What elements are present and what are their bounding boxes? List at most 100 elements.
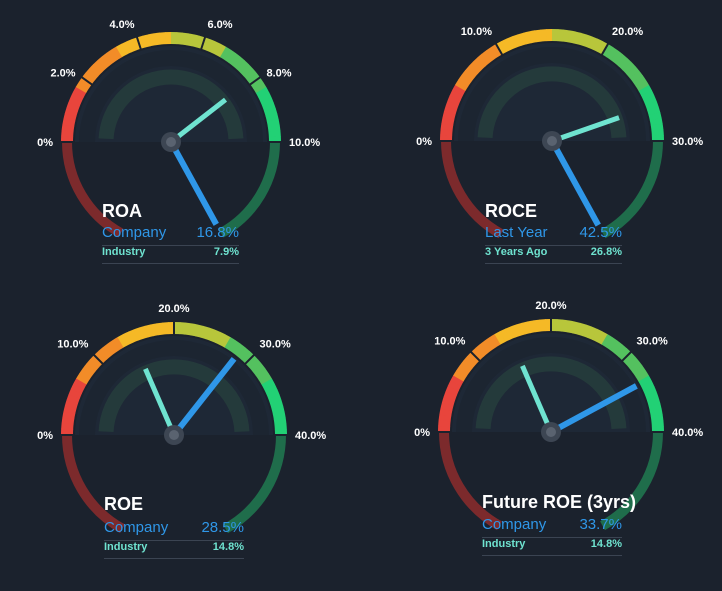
tick-label: 10.0% (289, 137, 320, 149)
arc-segment (561, 319, 570, 333)
arc-segment (533, 319, 541, 333)
arc-segment (510, 324, 521, 338)
high-overflow-arc (218, 141, 280, 238)
arc-segment (610, 340, 623, 354)
arc-segment (86, 359, 100, 372)
arc-segment (64, 107, 78, 117)
tick-mark (200, 36, 207, 51)
low-overflow-arc (439, 431, 502, 531)
series-value: 7.9% (213, 246, 239, 258)
arc-segment (184, 322, 193, 336)
tick-label: 0% (37, 430, 53, 442)
tick-mark (248, 75, 262, 86)
tick-label: 20.0% (158, 303, 189, 315)
arc-segment (635, 80, 650, 92)
arc-segment (126, 39, 137, 53)
arc-segment (641, 90, 655, 101)
arc-segment (648, 402, 662, 412)
arc-segment (648, 112, 662, 121)
tick-label: 10.0% (461, 26, 492, 38)
arc-segment (443, 105, 458, 116)
arc-segment (243, 68, 257, 81)
arc-segment (475, 343, 488, 357)
arc-segment (76, 373, 90, 385)
arc-segment (111, 46, 123, 60)
arc-segment (647, 397, 661, 407)
arc-segment (592, 38, 604, 53)
arc-segment (567, 30, 576, 44)
arc-segment (153, 32, 162, 46)
arc-segment (236, 60, 250, 74)
gauge-title: ROA (102, 201, 142, 221)
secondary-value-row: Industry 14.8% (482, 538, 622, 556)
arc-segment (72, 86, 87, 98)
tick-label: 2.0% (50, 68, 75, 80)
arc-segment (144, 324, 154, 338)
arc-segment (587, 326, 598, 340)
secondary-needle (143, 367, 177, 436)
arc-segment (650, 123, 664, 131)
series-label: Company (482, 516, 547, 533)
arc-segment (258, 373, 273, 385)
series-label: Company (104, 519, 169, 536)
arc-segment (268, 394, 282, 405)
needle-hub-inner (166, 137, 176, 147)
arc-segment (270, 400, 284, 410)
arc-segment (79, 368, 93, 381)
arc-segment (63, 405, 77, 415)
arc-segment (252, 363, 266, 376)
tick-label: 8.0% (266, 68, 291, 80)
roe-gauge: 0% 10.0% 20.0% 30.0% 40.0% (37, 303, 326, 534)
arc-segment (82, 363, 96, 376)
arc-segment (210, 41, 222, 55)
primary-value-row: Company 28.5% (104, 519, 244, 541)
arc-segment (626, 356, 640, 369)
arc-segment (459, 360, 473, 373)
arc-segment (68, 96, 82, 107)
arc-segment (266, 119, 280, 128)
inner-track-teal (98, 359, 250, 433)
arc-segment (445, 100, 459, 111)
arc-segment (439, 408, 453, 417)
tick-mark (621, 350, 633, 362)
needle-hub-inner (169, 430, 179, 440)
arc-segment (587, 36, 598, 50)
arc-segment (62, 411, 76, 420)
series-label: Industry (104, 541, 148, 553)
low-overflow-arc (441, 140, 504, 239)
arc-segment (489, 333, 501, 348)
future-roe-gauge: 0% 10.0% 20.0% 30.0% 40.0% (414, 300, 703, 531)
arc-segment (107, 339, 120, 354)
arc-segment (440, 402, 454, 412)
arc-segment (262, 102, 276, 113)
primary-value-row: Company 16.8% (102, 224, 239, 246)
arc-segment (455, 79, 469, 92)
primary-needle (171, 356, 237, 437)
secondary-value-row: Industry 7.9% (102, 246, 239, 264)
arc-segment (458, 74, 472, 87)
arc-segment (614, 53, 628, 67)
inner-track-teal (98, 69, 244, 140)
arc-segment (592, 328, 603, 343)
arc-segment (255, 368, 270, 381)
arc-segment (582, 324, 592, 338)
arc-segment (117, 334, 129, 348)
series-value: 33.7% (579, 516, 622, 533)
arc-segment (643, 95, 657, 106)
arc-segment (265, 113, 279, 123)
inner-track (79, 340, 269, 436)
arc-segment (640, 380, 655, 392)
tick-label: 0% (414, 427, 430, 439)
arc-segment (75, 81, 90, 94)
arc-segment (494, 331, 506, 345)
series-label: Industry (102, 246, 146, 258)
arc-segment (70, 91, 84, 103)
arc-segment (445, 385, 459, 396)
series-label: Company (102, 224, 167, 241)
arc-segment (232, 56, 245, 70)
arc-segment (486, 46, 498, 61)
high-overflow-arc (600, 431, 663, 531)
arc-segment (264, 108, 278, 118)
roe-gauge-panel: 0% 10.0% 20.0% 30.0% 40.0% ROE Company 28.5%… (0, 295, 361, 590)
arc-segment (191, 34, 200, 48)
